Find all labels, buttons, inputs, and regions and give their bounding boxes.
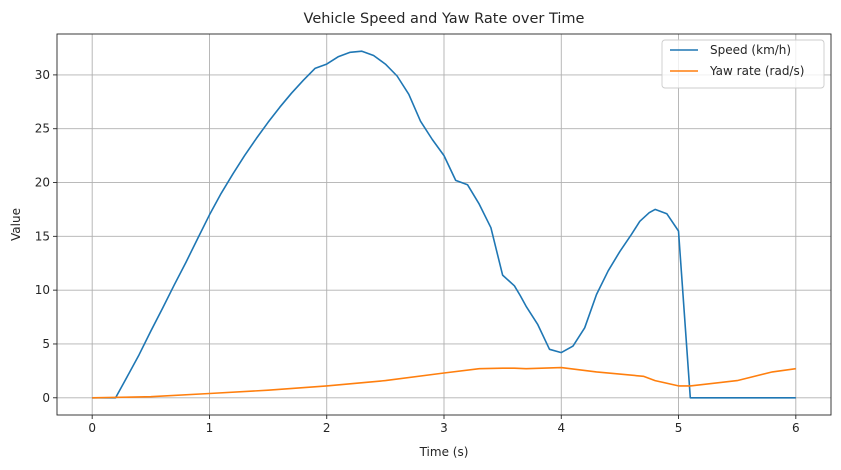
y-tick-label: 5: [42, 337, 50, 351]
legend-label-1: Yaw rate (rad/s): [709, 64, 804, 78]
y-tick-label: 20: [35, 176, 50, 190]
x-axis-label: Time (s): [419, 445, 469, 459]
x-tick-label: 3: [440, 421, 448, 435]
x-axis: 0 1 2 3 4 5 6: [88, 415, 800, 435]
grid-lines: [57, 34, 831, 415]
y-axis: 0 5 10 15 20 25 30: [35, 68, 57, 405]
x-tick-label: 1: [206, 421, 214, 435]
x-tick-label: 2: [323, 421, 331, 435]
legend-label-0: Speed (km/h): [710, 43, 791, 57]
x-tick-label: 4: [557, 421, 565, 435]
y-tick-label: 30: [35, 68, 50, 82]
y-tick-label: 15: [35, 229, 50, 243]
y-tick-label: 0: [42, 391, 50, 405]
legend-box: [661, 39, 825, 89]
y-tick-label: 10: [35, 283, 50, 297]
x-tick-label: 5: [675, 421, 683, 435]
legend: Speed (km/h) Yaw rate (rad/s): [661, 39, 825, 89]
series-line-1: [92, 366, 796, 399]
x-tick-label: 6: [792, 421, 800, 435]
x-tick-label: 0: [88, 421, 96, 435]
series-line-0: [92, 50, 796, 399]
chart-title: Vehicle Speed and Yaw Rate over Time: [304, 11, 585, 27]
series-layer: [92, 50, 796, 399]
y-axis-label: Value: [9, 208, 23, 241]
y-tick-label: 25: [35, 122, 50, 136]
